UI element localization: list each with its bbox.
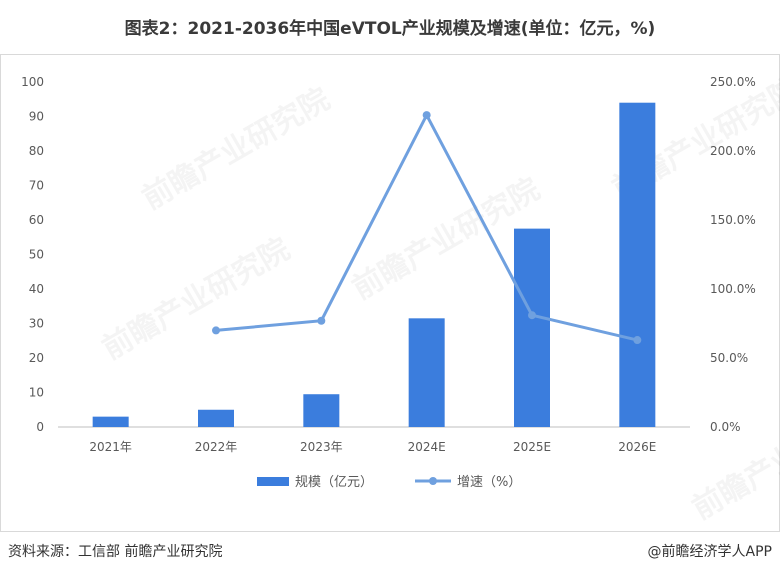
right-tick-label: 250.0% [710,75,756,89]
watermark-text: 前瞻产业研究院 [687,392,780,527]
right-tick-label: 200.0% [710,144,756,158]
left-tick-label: 0 [36,420,44,434]
legend-bar-swatch [257,477,289,486]
legend-bar-label: 规模（亿元） [295,475,373,490]
legend-line-dot [429,477,437,485]
growth-point [633,336,642,345]
x-tick-label: 2022年 [195,440,238,454]
left-tick-label: 30 [29,317,44,331]
chart-title: 图表2：2021-2036年中国eVTOL产业规模及增速(单位：亿元，%) [124,19,656,39]
right-tick-label: 150.0% [710,213,756,227]
right-tick-label: 100.0% [710,282,756,296]
left-tick-label: 100 [21,75,44,89]
growth-point [528,311,536,320]
legend: 规模（亿元） 增速（%） [257,475,521,490]
left-tick-label: 10 [29,386,44,400]
left-tick-label: 20 [29,351,44,365]
growth-points [212,111,642,345]
credit-note: @前瞻经济学人APP [647,544,772,560]
bar [619,102,656,427]
right-tick-label: 50.0% [710,351,748,365]
left-tick-label: 60 [29,213,44,227]
x-tick-label: 2023年 [300,440,343,454]
left-tick-label: 80 [29,144,44,158]
x-tick-label: 2025E [513,440,551,454]
bar [514,228,550,427]
bar [92,416,129,427]
bar [198,409,234,427]
left-tick-label: 40 [29,282,44,296]
legend-line-label: 增速（%） [457,475,521,490]
bar-series [92,102,656,427]
growth-point [212,326,220,335]
growth-point [317,316,326,325]
right-axis-ticks: 0.0% 50.0% 100.0% 150.0% 200.0% 250.0% [710,75,756,434]
x-tick-label: 2024E [408,440,446,454]
bar [408,318,445,427]
watermark-text: 前瞻产业研究院 [137,82,336,217]
growth-point [422,111,431,120]
growth-line [215,111,638,342]
x-tick-label: 2026E [618,440,656,454]
x-tick-label: 2021年 [89,440,132,454]
bar [303,394,340,427]
left-axis-ticks: 0 10 20 30 40 50 60 70 80 90 100 [21,75,44,434]
left-tick-label: 70 [29,179,44,193]
left-tick-label: 50 [29,248,44,262]
left-tick-label: 90 [29,110,44,124]
source-note: 资料来源：工信部 前瞻产业研究院 [8,544,223,560]
right-tick-label: 0.0% [710,420,741,434]
watermark-text: 前瞻产业研究院 [97,232,296,367]
x-axis-ticks: 2021年 2022年 2023年 2024E 2025E 2026E [89,440,656,454]
